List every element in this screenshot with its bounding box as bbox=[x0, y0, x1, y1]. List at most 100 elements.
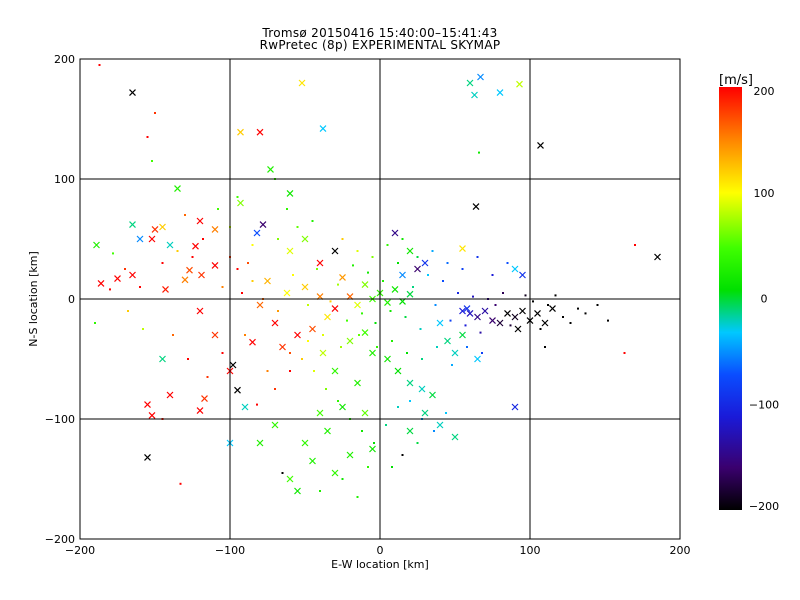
data-point-x-66 bbox=[354, 301, 361, 309]
x-tick-label: 100 bbox=[520, 544, 541, 557]
data-point-x-119 bbox=[463, 305, 471, 313]
y-tick-label: −100 bbox=[45, 413, 75, 426]
data-point-dot-177 bbox=[472, 295, 474, 298]
data-point-x-77 bbox=[279, 343, 286, 351]
data-point-x-91 bbox=[354, 379, 361, 387]
data-point-x-58 bbox=[241, 403, 249, 411]
data-point-dot-223 bbox=[251, 244, 254, 246]
data-point-dot-239 bbox=[221, 352, 224, 354]
data-point-dot-238 bbox=[206, 376, 209, 378]
data-point-x-30 bbox=[151, 225, 159, 233]
data-point-x-137 bbox=[391, 229, 399, 237]
data-point-x-26 bbox=[259, 221, 267, 229]
data-point-dot-168 bbox=[404, 316, 407, 318]
x-tick-label: −100 bbox=[215, 544, 245, 557]
data-point-dot-252 bbox=[506, 262, 509, 264]
data-point-x-23 bbox=[267, 165, 274, 173]
data-point-x-37 bbox=[129, 221, 136, 229]
data-point-x-92 bbox=[339, 403, 346, 411]
data-point-x-93 bbox=[361, 409, 369, 417]
data-point-x-124 bbox=[534, 309, 541, 317]
data-point-dot-234 bbox=[127, 310, 129, 312]
data-point-dot-161 bbox=[352, 264, 354, 267]
data-point-dot-156 bbox=[307, 304, 309, 306]
y-axis-label: N-S location [km] bbox=[27, 251, 40, 347]
data-point-dot-212 bbox=[341, 478, 344, 480]
data-point-dot-228 bbox=[161, 262, 164, 264]
data-point-dot-197 bbox=[325, 388, 327, 390]
data-point-x-114 bbox=[459, 307, 466, 315]
data-point-dot-175 bbox=[457, 292, 459, 294]
data-point-dot-182 bbox=[509, 324, 512, 327]
data-point-x-113 bbox=[406, 427, 414, 435]
data-point-x-25 bbox=[286, 189, 294, 197]
data-point-x-31 bbox=[148, 235, 156, 243]
data-point-dot-249 bbox=[461, 268, 464, 270]
data-point-dot-209 bbox=[416, 442, 419, 444]
data-point-x-131 bbox=[511, 265, 519, 273]
data-point-dot-178 bbox=[479, 331, 482, 334]
data-point-x-136 bbox=[406, 247, 414, 255]
data-point-x-12 bbox=[466, 79, 474, 87]
data-point-dot-240 bbox=[244, 334, 246, 336]
data-point-x-135 bbox=[421, 259, 429, 267]
data-point-x-76 bbox=[294, 331, 301, 339]
data-point-dot-225 bbox=[217, 208, 219, 210]
data-point-x-97 bbox=[286, 475, 294, 483]
data-point-x-67 bbox=[361, 281, 369, 289]
grid-layer bbox=[80, 59, 680, 539]
data-point-x-107 bbox=[451, 349, 459, 357]
data-point-x-94 bbox=[324, 427, 331, 435]
data-point-x-138 bbox=[331, 247, 339, 255]
data-point-dot-265 bbox=[466, 346, 468, 348]
plot-frame bbox=[79, 58, 681, 540]
data-point-dot-188 bbox=[562, 316, 564, 318]
data-point-dot-163 bbox=[367, 271, 369, 274]
colorbar-label: [m/s] bbox=[719, 73, 753, 88]
data-point-x-142 bbox=[399, 271, 406, 279]
data-point-x-106 bbox=[444, 337, 451, 345]
data-point-x-125 bbox=[541, 319, 549, 327]
data-point-dot-22 bbox=[236, 196, 239, 198]
data-point-x-73 bbox=[406, 290, 414, 298]
data-point-x-36 bbox=[93, 241, 100, 249]
data-point-x-129 bbox=[511, 403, 519, 411]
data-point-x-80 bbox=[256, 301, 264, 309]
data-point-x-59 bbox=[249, 338, 256, 346]
data-point-dot-186 bbox=[547, 304, 549, 306]
data-point-dot-219 bbox=[286, 208, 288, 210]
data-point-dot-180 bbox=[494, 304, 497, 306]
data-point-dot-216 bbox=[289, 370, 291, 372]
data-point-dot-232 bbox=[94, 322, 96, 324]
data-point-dot-264 bbox=[451, 364, 453, 366]
data-point-x-5 bbox=[319, 125, 327, 133]
data-point-dot-157 bbox=[316, 268, 318, 270]
data-point-x-11 bbox=[496, 89, 504, 97]
data-point-dot-208 bbox=[401, 454, 404, 456]
data-point-x-109 bbox=[474, 355, 481, 363]
data-point-dot-260 bbox=[391, 340, 393, 342]
data-point-x-126 bbox=[549, 305, 556, 313]
data-point-dot-215 bbox=[356, 496, 359, 498]
data-point-x-139 bbox=[316, 259, 324, 267]
data-point-x-104 bbox=[316, 409, 324, 417]
data-point-dot-3 bbox=[146, 136, 149, 138]
data-point-x-39 bbox=[166, 241, 174, 249]
data-point-dot-151 bbox=[241, 292, 243, 294]
data-point-x-44 bbox=[211, 331, 219, 339]
data-point-dot-195 bbox=[301, 358, 303, 360]
data-point-dot-189 bbox=[569, 322, 572, 324]
data-point-dot-266 bbox=[481, 352, 483, 354]
colorbar-tick-label: 0 bbox=[761, 293, 768, 306]
data-point-dot-235 bbox=[142, 328, 144, 330]
data-point-x-101 bbox=[369, 445, 376, 453]
data-point-x-86 bbox=[394, 367, 402, 375]
data-point-x-6 bbox=[237, 128, 244, 136]
data-point-x-38 bbox=[136, 235, 144, 243]
x-tick-label: 0 bbox=[377, 544, 384, 557]
data-point-x-34 bbox=[114, 275, 121, 283]
data-point-x-81 bbox=[319, 349, 327, 357]
data-point-dot-133 bbox=[634, 244, 636, 246]
data-point-x-120 bbox=[504, 309, 511, 317]
data-point-x-121 bbox=[511, 313, 519, 321]
